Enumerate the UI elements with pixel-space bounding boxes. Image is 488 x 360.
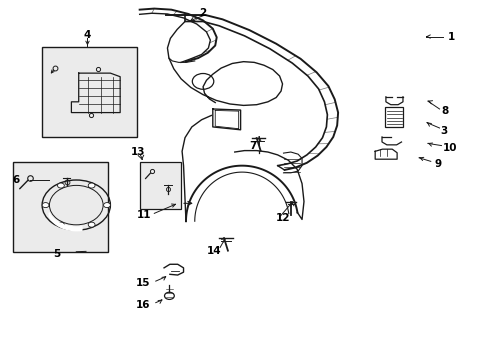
Text: 10: 10	[442, 143, 457, 153]
Circle shape	[58, 222, 64, 227]
Text: 2: 2	[199, 8, 206, 18]
Text: 15: 15	[136, 278, 150, 288]
Text: 1: 1	[447, 32, 454, 41]
Bar	[384, 107, 403, 127]
Bar	[13, 162, 108, 252]
Bar	[140, 162, 181, 209]
Text: 16: 16	[136, 300, 150, 310]
Text: 7: 7	[249, 141, 256, 151]
Text: 4: 4	[83, 30, 91, 40]
Text: 12: 12	[276, 213, 290, 223]
Text: 13: 13	[131, 147, 145, 157]
Text: 8: 8	[441, 106, 448, 116]
Circle shape	[103, 203, 110, 208]
Text: 11: 11	[137, 210, 151, 220]
Text: 6: 6	[13, 175, 20, 185]
Text: 5: 5	[53, 248, 61, 258]
Circle shape	[88, 222, 95, 227]
Bar	[42, 47, 137, 137]
Text: 9: 9	[433, 158, 440, 168]
Circle shape	[88, 183, 95, 188]
Text: 14: 14	[206, 246, 221, 256]
Circle shape	[42, 203, 49, 208]
Circle shape	[58, 183, 64, 188]
Text: 3: 3	[440, 126, 447, 135]
